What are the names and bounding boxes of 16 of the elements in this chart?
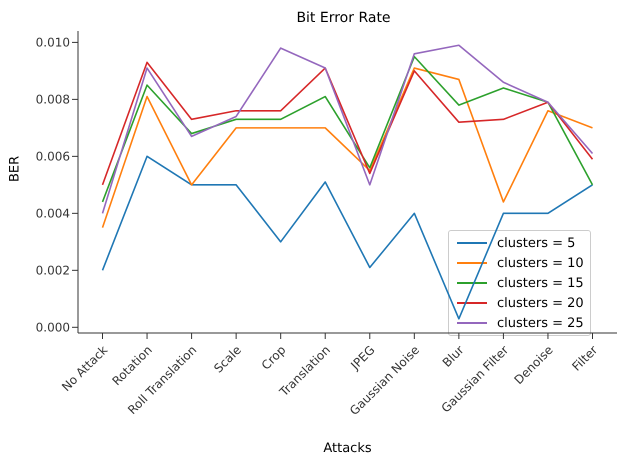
y-axis-title: BER bbox=[8, 156, 23, 182]
chart-title: Bit Error Rate bbox=[295, 10, 392, 26]
line-series bbox=[102, 62, 594, 186]
legend-label: clusters = 5 bbox=[497, 236, 576, 250]
y-tick-label: 0.004 bbox=[36, 206, 70, 221]
y-tick-label: 0.008 bbox=[36, 92, 70, 107]
legend-label: clusters = 20 bbox=[497, 296, 584, 310]
legend-label: clusters = 10 bbox=[497, 256, 584, 270]
y-tick-label: 0.000 bbox=[36, 320, 70, 335]
line-series bbox=[102, 67, 594, 228]
legend-label: clusters = 15 bbox=[497, 276, 584, 290]
y-tick-label: 0.002 bbox=[36, 264, 70, 278]
x-axis-title: Attacks bbox=[323, 441, 372, 454]
legend-label: clusters = 25 bbox=[497, 316, 584, 330]
y-tick-label: 0.006 bbox=[36, 150, 70, 164]
y-tick-label: 0.010 bbox=[36, 36, 70, 50]
